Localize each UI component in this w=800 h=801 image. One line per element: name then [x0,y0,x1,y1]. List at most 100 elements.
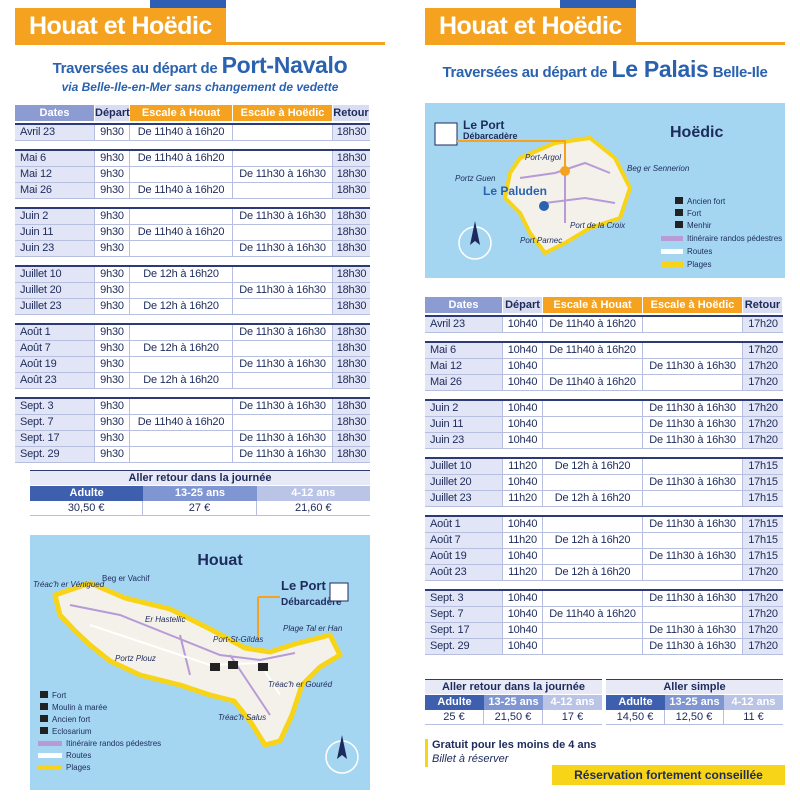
legend-label: Itinéraire randos pédestres [66,739,161,748]
table-cell [643,607,743,622]
schedule-table: Dates Départ Escale à Houat Escale à Hoëdic… [15,105,370,465]
table-cell: 9h30 [95,399,130,414]
table-cell: De 11h40 à 16h20 [130,183,233,198]
map-label: Er Hastellic [145,615,185,624]
icon [228,661,238,669]
legend-swatch [661,262,683,267]
table-cell: 9h30 [95,299,130,314]
legend-label: Menhir [687,221,712,230]
table-cell: Août 7 [15,341,95,356]
map-legend: Fort Moulin à marée Ancien fort Eclosari… [38,691,161,772]
table-cell: Juillet 23 [15,299,95,314]
table-cell: 10h40 [503,375,543,390]
legend-icon [675,197,683,204]
table-cell: De 11h30 à 16h30 [643,639,743,654]
table-cell: Août 1 [15,325,95,340]
header-tab [150,0,226,8]
table-cell: 17h20 [743,639,783,654]
table-cell: 10h40 [503,475,543,490]
table-cell: 17h20 [743,359,783,374]
table-cell: 18h30 [333,357,370,372]
table-cell [233,225,333,240]
map-label: Le Port [463,118,504,132]
legend-label: Fort [52,691,67,700]
table-cell: 10h40 [503,607,543,622]
map-houat: Houat Beg er Vachif Er Hastellic Tréac'h… [30,535,370,790]
table-cell [130,167,233,182]
table-cell: 18h30 [333,399,370,414]
table-row: Sept. 7 10h40 De 11h40 à 16h20 17h20 [425,607,783,623]
table-cell: De 11h30 à 16h30 [643,359,743,374]
table-cell: 18h30 [333,373,370,388]
note-free: Gratuit pour les moins de 4 ans [432,739,597,751]
table-cell: 17h15 [743,475,783,490]
table-cell: De 12h à 16h20 [543,533,643,548]
table-cell: 17h20 [743,343,783,358]
table-cell: 9h30 [95,373,130,388]
table-cell: Juin 23 [425,433,503,448]
port-icon [329,582,349,602]
table-cell: Mai 6 [425,343,503,358]
table-cell [543,623,643,638]
legend-label: Itinéraire randos pédestres [687,234,782,243]
table-cell: De 11h30 à 16h30 [233,325,333,340]
port-icon [434,122,458,146]
legend-label: Routes [66,751,91,760]
map-label: Tréac'h Salus [218,713,266,722]
table-cell: De 11h40 à 16h20 [130,125,233,140]
header-banner: Houat et Hoëdic [15,8,226,45]
table-cell: Août 19 [15,357,95,372]
table-cell: 17h20 [743,565,783,580]
price-table: Aller retour dans la journée Adulte 30,50 … [30,470,370,516]
note-booking: Réservation fortement conseillée [552,765,785,785]
table-cell: 17h20 [743,401,783,416]
table-cell [643,491,743,506]
table-cell: 10h40 [503,591,543,606]
table-cell: Sept. 3 [425,591,503,606]
table-cell: 18h30 [333,299,370,314]
table-cell: 11h20 [503,565,543,580]
column-header: Dates [15,105,95,121]
table-cell: Août 7 [425,533,503,548]
subtitle-place: Port-Navalo [221,52,348,78]
table-cell: Juin 2 [15,209,95,224]
legend-label: Routes [687,247,712,256]
table-cell: De 11h40 à 16h20 [130,151,233,166]
table-cell: 11h20 [503,533,543,548]
table-cell [643,343,743,358]
table-cell: Juin 2 [425,401,503,416]
header-rule [425,42,785,45]
column-header: Départ [503,297,543,313]
island [52,580,343,748]
legend-icon [675,221,683,228]
table-row: Juin 2 9h30 De 11h30 à 16h30 18h30 [15,209,370,225]
table-cell: 18h30 [333,241,370,256]
table-row: Avril 23 9h30 De 11h40 à 16h20 18h30 [15,125,370,141]
price-header: 4-12 ans [543,695,602,710]
table-cell: De 11h30 à 16h30 [643,591,743,606]
table-cell: 9h30 [95,341,130,356]
map-label: Plage Tal er Han [283,624,343,633]
table-cell: De 11h30 à 16h30 [643,401,743,416]
column-header: Dates [425,297,503,313]
table-cell: Août 19 [425,549,503,564]
table-row: Août 19 9h30 De 11h30 à 16h30 18h30 [15,357,370,373]
port-pointer [457,140,566,169]
table-cell [233,151,333,166]
table-cell: 9h30 [95,267,130,282]
table-cell: 9h30 [95,357,130,372]
table-cell: De 11h30 à 16h30 [233,283,333,298]
table-row: Mai 26 9h30 De 11h40 à 16h20 18h30 [15,183,370,199]
subtitle-prefix: Traversées au départ de [52,60,218,77]
subtitle-suffix: Belle-Ile [712,64,768,81]
table-cell: De 12h à 16h20 [543,565,643,580]
price-header: 13-25 ans [143,486,257,501]
table-cell [130,241,233,256]
legend-swatch [661,249,683,254]
table-row: Juillet 23 9h30 De 12h à 16h20 18h30 [15,299,370,315]
group-rule [15,397,370,399]
table-row: Mai 6 10h40 De 11h40 à 16h20 17h20 [425,343,783,359]
table-cell: 18h30 [333,325,370,340]
table-cell [643,533,743,548]
header-row: Dates Départ Escale à Houat Escale à Hoëdic… [425,297,783,313]
